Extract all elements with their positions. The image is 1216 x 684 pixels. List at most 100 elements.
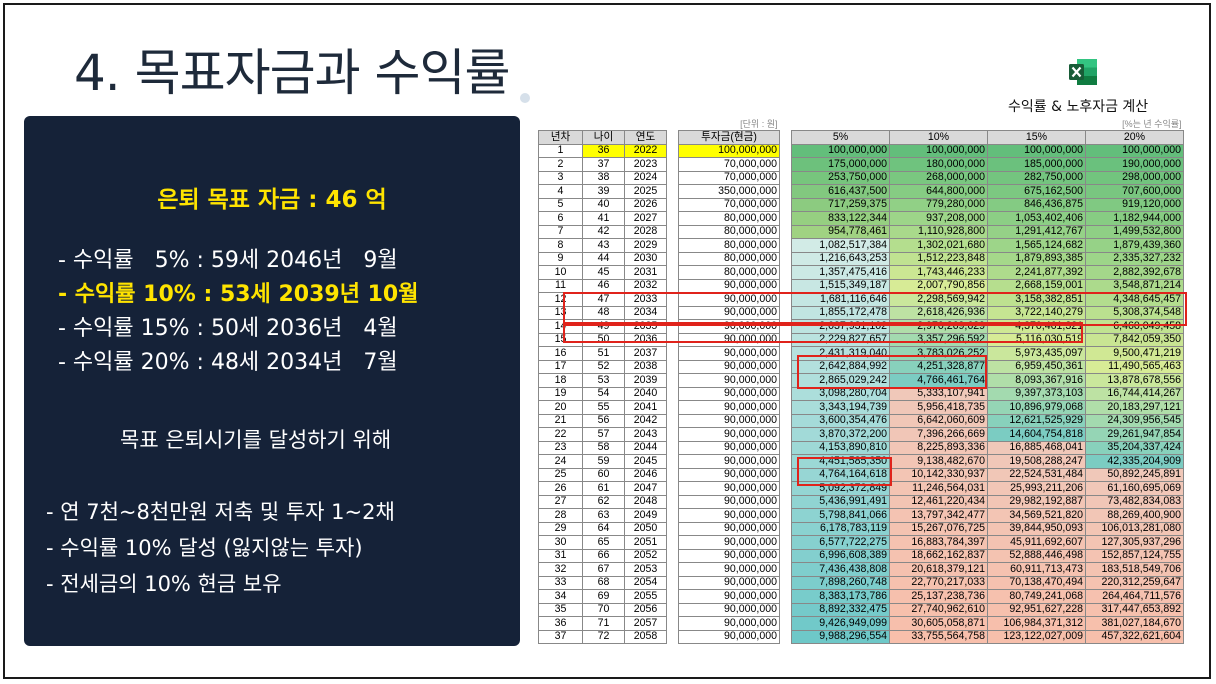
year-count-cell: 20 [538,400,583,415]
rate-15-cell: 22,524,531,484 [987,467,1086,482]
rate-20-cell: 35,204,337,424 [1085,440,1184,455]
rate-5-cell: 8,383,173,786 [791,589,890,604]
year-cell: 2048 [624,494,667,509]
rate-20-cell: 7,842,059,350 [1085,332,1184,347]
age-cell: 71 [582,616,625,631]
year-cell: 2047 [624,481,667,496]
col-rate-10: 10% [889,130,988,145]
investment-cell: 90,000,000 [678,440,780,455]
rate-20-cell: 707,600,000 [1085,184,1184,199]
rate-20-cell: 919,120,000 [1085,197,1184,212]
table-row: 32 67 2053 90,000,000 7,436,438,808 20,618,37… [538,562,1184,577]
plan-item-cash: - 전세금의 10% 현금 보유 [46,572,282,596]
rate-5-cell: 3,098,280,704 [791,386,890,401]
rate-10-cell: 27,740,962,610 [889,602,988,617]
rate-15-cell: 123,122,027,009 [987,629,1086,644]
rate-20-cell: 190,000,000 [1085,157,1184,172]
rate-5-cell: 100,000,000 [791,143,890,158]
year-cell: 2043 [624,427,667,442]
rate-15-cell: 70,138,470,494 [987,575,1086,590]
investment-cell: 90,000,000 [678,454,780,469]
rate-20-cell: 106,013,281,080 [1085,521,1184,536]
year-count-cell: 25 [538,467,583,482]
rate-5-cell: 1,515,349,187 [791,278,890,293]
table-row: 18 53 2039 90,000,000 2,865,029,242 4,766,461… [538,373,1184,388]
col-age: 나이 [582,130,625,145]
table-row: 30 65 2051 90,000,000 6,577,722,275 16,883,78… [538,535,1184,550]
age-cell: 58 [582,440,625,455]
col-rate-5: 5% [791,130,890,145]
investment-cell: 90,000,000 [678,359,780,374]
year-cell: 2042 [624,413,667,428]
rate-10-cell: 16,883,784,397 [889,535,988,550]
year-count-cell: 29 [538,521,583,536]
rate-15-cell: 1,879,893,385 [987,251,1086,266]
rate-15-cell: 39,844,950,093 [987,521,1086,536]
investment-cell: 90,000,000 [678,481,780,496]
col-year-count: 년차 [538,130,583,145]
age-cell: 42 [582,224,625,239]
plan-item-savings: - 연 7천~8천만원 저축 및 투자 1~2채 [46,500,395,524]
age-cell: 44 [582,251,625,266]
col-rate-15: 15% [987,130,1086,145]
age-cell: 68 [582,575,625,590]
year-count-cell: 17 [538,359,583,374]
rate-15-cell: 8,093,367,916 [987,373,1086,388]
rate-10-cell: 268,000,000 [889,170,988,185]
rate-10-cell: 1,512,223,848 [889,251,988,266]
rate-15-cell: 60,911,713,473 [987,562,1086,577]
table-row: 34 69 2055 90,000,000 8,383,173,786 25,137,23… [538,589,1184,604]
rate-20-cell: 100,000,000 [1085,143,1184,158]
rate-5-cell: 5,798,841,066 [791,508,890,523]
year-count-cell: 5 [538,197,583,212]
age-cell: 61 [582,481,625,496]
note-row: [단위 : 원] [%는 년 수익률] [538,119,1184,131]
year-cell: 2050 [624,521,667,536]
rate-20-cell: 264,464,711,576 [1085,589,1184,604]
rate-15-cell: 3,722,140,279 [987,305,1086,320]
investment-cell: 80,000,000 [678,251,780,266]
rate-5-cell: 1,681,116,646 [791,292,890,307]
rate-5-cell: 954,778,461 [791,224,890,239]
rate-10-cell: 100,000,000 [889,143,988,158]
rate-20-cell: 9,500,471,219 [1085,346,1184,361]
investment-cell: 90,000,000 [678,562,780,577]
table-row: 35 70 2056 90,000,000 8,892,332,475 27,740,96… [538,602,1184,617]
rate-10-cell: 6,642,060,609 [889,413,988,428]
highlight-5pct-target [797,457,892,486]
investment-cell: 90,000,000 [678,616,780,631]
table-row: 22 57 2043 90,000,000 3,870,372,200 7,396,266… [538,427,1184,442]
table-row: 29 64 2050 90,000,000 6,178,783,119 15,267,07… [538,521,1184,536]
rate-15-cell: 92,951,627,228 [987,602,1086,617]
rate-20-cell: 220,312,259,647 [1085,575,1184,590]
rate-20-cell: 127,305,937,296 [1085,535,1184,550]
year-cell: 2046 [624,467,667,482]
rate-20-cell: 13,878,678,556 [1085,373,1184,388]
year-count-cell: 27 [538,494,583,509]
rate-15-cell: 10,896,979,068 [987,400,1086,415]
investment-cell: 70,000,000 [678,197,780,212]
age-cell: 45 [582,265,625,280]
unit-note: [단위 : 원] [538,119,780,131]
year-cell: 2034 [624,305,667,320]
rate-10-cell: 33,755,564,758 [889,629,988,644]
year-cell: 2030 [624,251,667,266]
investment-cell: 90,000,000 [678,589,780,604]
investment-cell: 90,000,000 [678,508,780,523]
age-cell: 65 [582,535,625,550]
table-row: 19 54 2040 90,000,000 3,098,280,704 5,333,107… [538,386,1184,401]
year-count-cell: 10 [538,265,583,280]
table-row: 8 43 2029 80,000,000 1,082,517,384 1,302,021,… [538,238,1184,253]
year-count-cell: 22 [538,427,583,442]
rate-20-cell: 152,857,124,755 [1085,548,1184,563]
year-cell: 2053 [624,562,667,577]
rate-20-cell: 42,335,204,909 [1085,454,1184,469]
excel-file-icon[interactable] [1068,58,1098,86]
age-cell: 62 [582,494,625,509]
rate-line-20: - 수익률 20% : 48세 2034년 7월 [58,350,398,375]
investment-cell: 70,000,000 [678,157,780,172]
rate-20-cell: 16,744,414,267 [1085,386,1184,401]
rate-line-10: - 수익률 10% : 53세 2039년 10월 [58,282,419,307]
rate-5-cell: 3,870,372,200 [791,427,890,442]
year-count-cell: 31 [538,548,583,563]
